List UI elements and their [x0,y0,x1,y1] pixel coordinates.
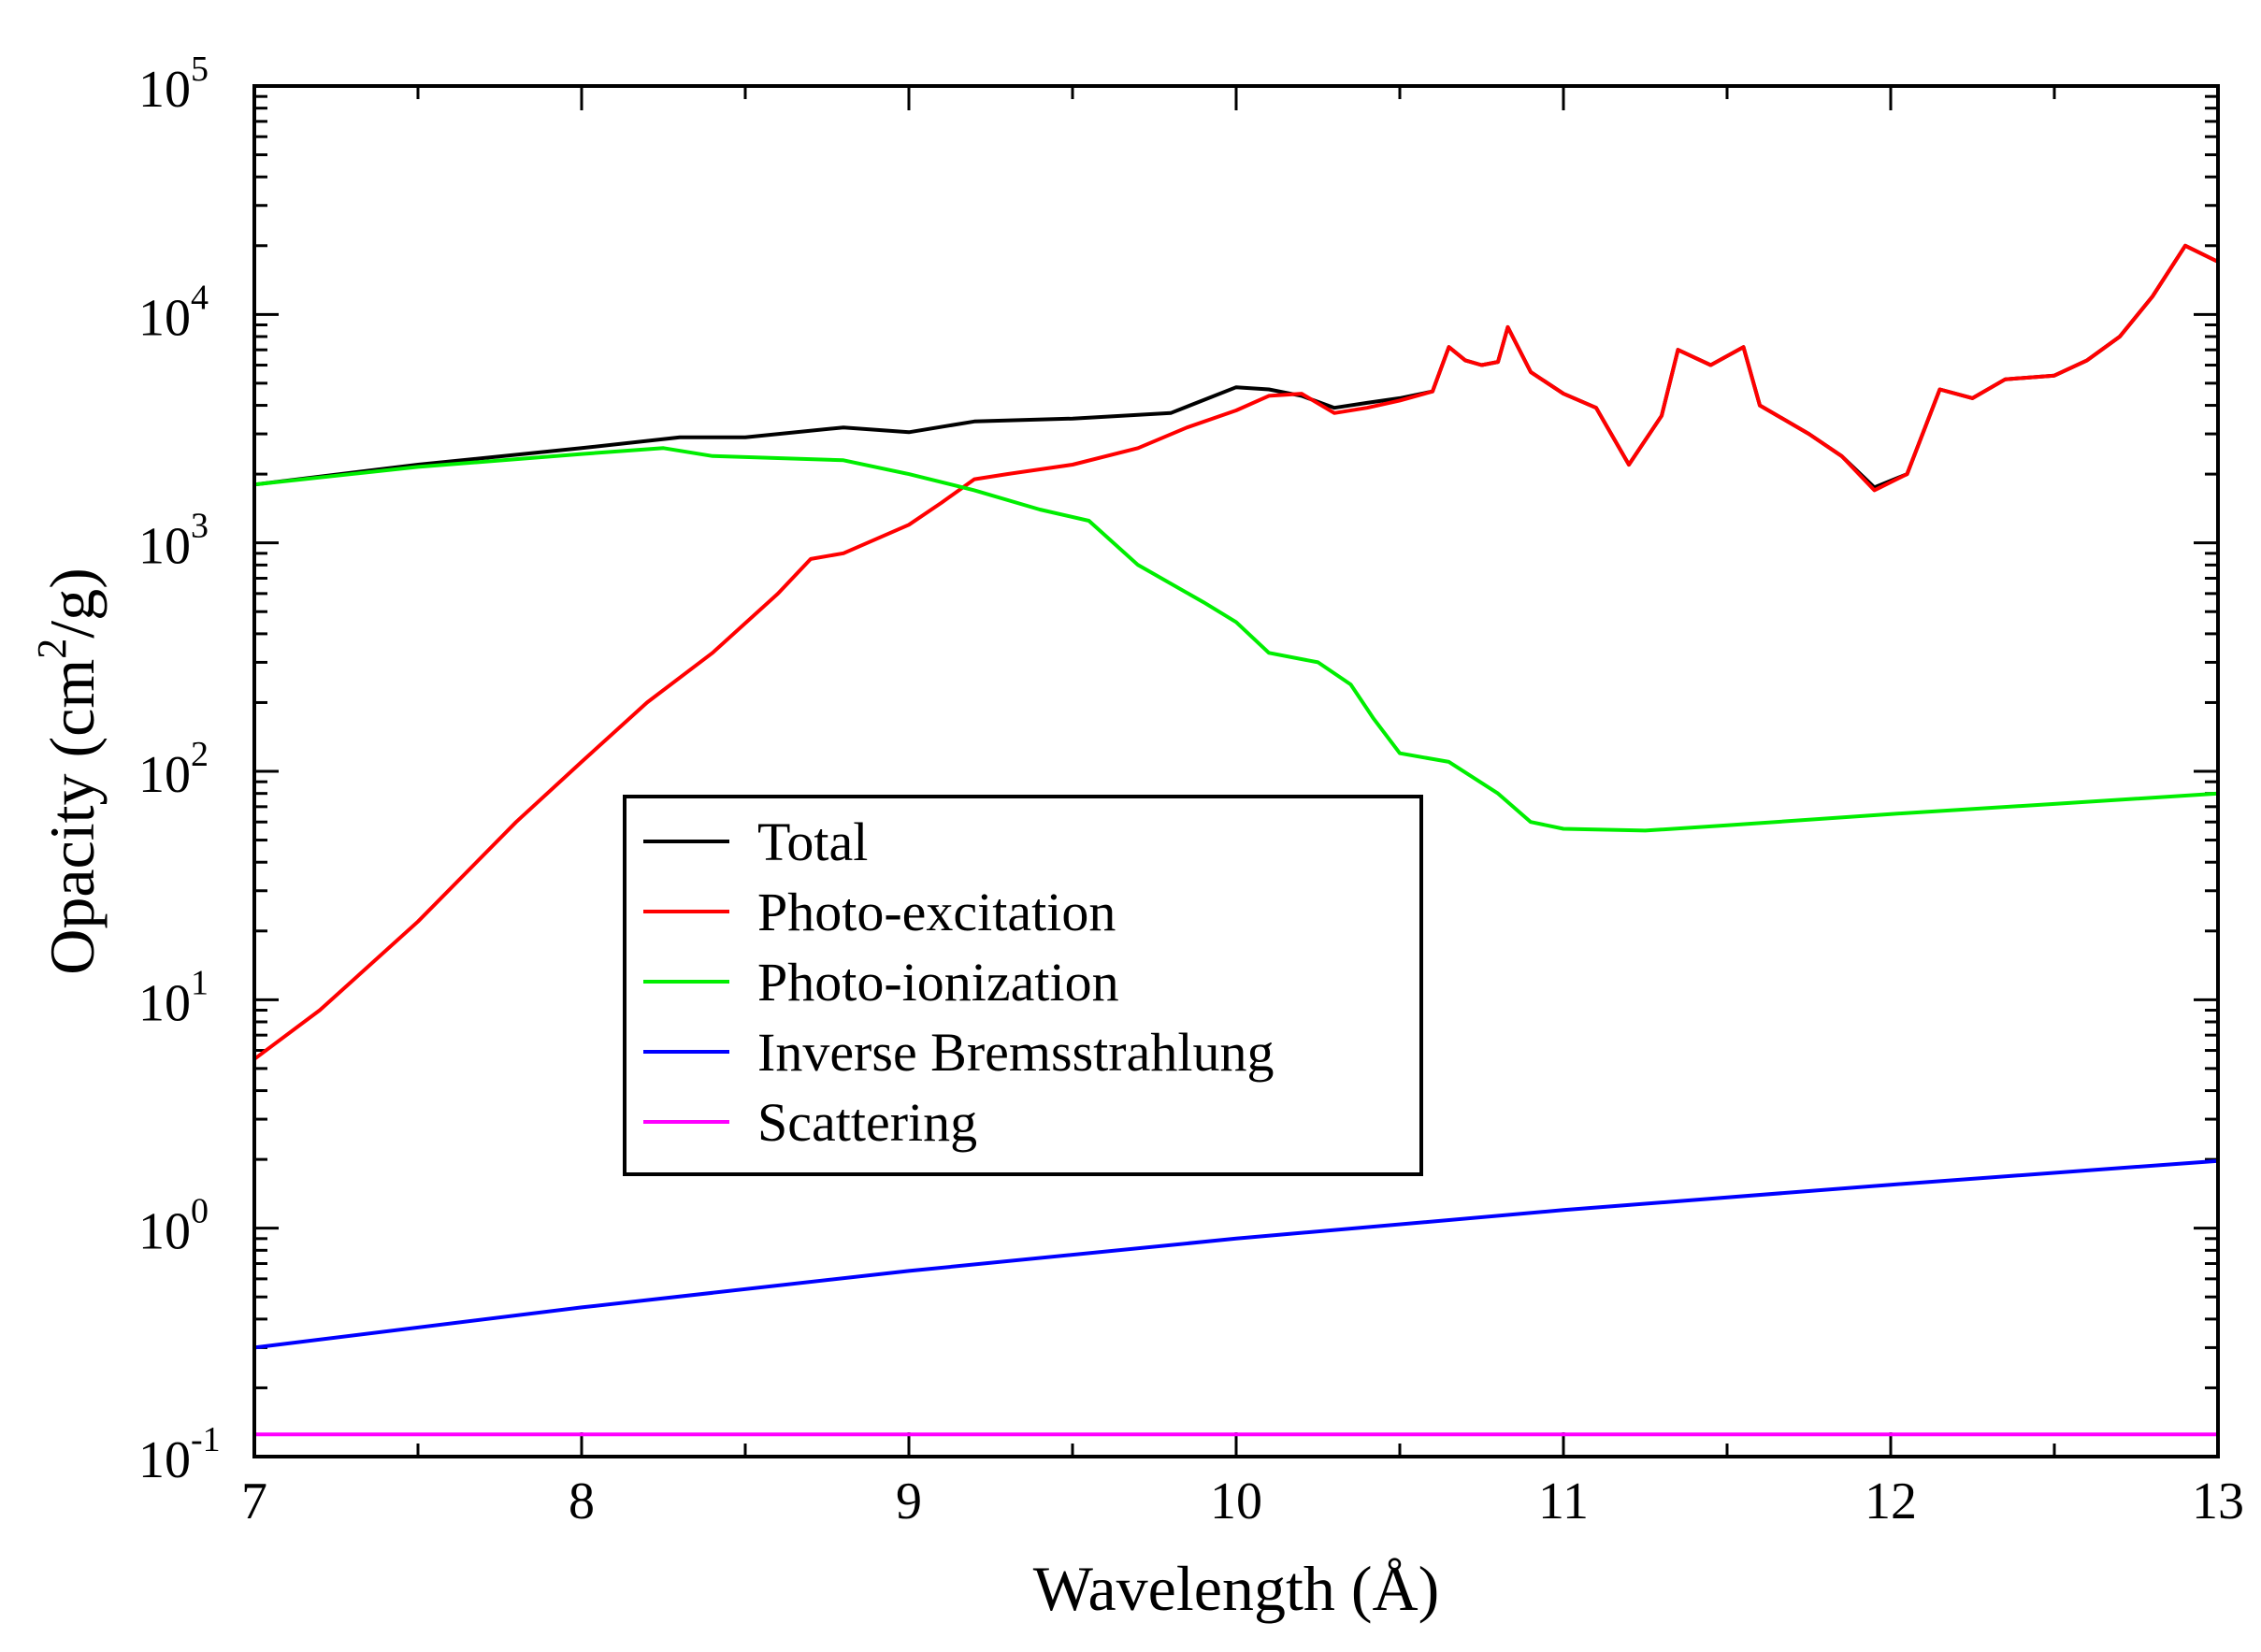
x-tick-label: 10 [1210,1472,1262,1530]
y-tick-exponent: 4 [191,278,209,317]
y-tick-base: 10 [138,746,191,804]
legend-box [623,795,1423,1176]
y-tick-base: 10 [138,61,191,119]
y-tick-exponent: 1 [191,963,209,1002]
y-tick-base: 10 [138,1203,191,1261]
series-line-inverse-bremsstrahlung [253,1158,2219,1350]
legend-label: Scattering [757,1092,977,1153]
tick-marks [252,84,2220,1458]
y-tick-base: 10 [138,289,191,347]
x-axis-label: Wavelength (Å) [1033,1553,1439,1624]
y-tick-exponent: -1 [191,1420,221,1459]
y-tick-label: 103 [138,507,209,576]
x-tick-label: 8 [569,1472,595,1530]
x-tick-label: 7 [241,1472,267,1530]
plot-area [254,86,2218,1457]
y-tick-label: 101 [138,963,209,1032]
series-layer [252,243,2219,1437]
x-tick-label: 11 [1538,1472,1589,1530]
y-tick-label: 105 [138,50,209,119]
x-tick-label: 12 [1865,1472,1917,1530]
y-tick-exponent: 3 [191,507,209,546]
y-tick-base: 10 [138,974,191,1032]
series-line-photo-excitation [252,243,2219,1061]
y-tick-exponent: 0 [191,1192,209,1231]
legend: Total Photo-excitation Photo-ionization Inv… [623,795,1423,1176]
plot-frame [252,84,2220,1458]
y-axis-label-sup: 2 [29,639,75,659]
legend-label: Total [757,812,868,872]
y-tick-exponent: 5 [191,50,209,89]
legend-label: Photo-ionization [757,952,1119,1013]
legend-label: Photo-excitation [757,882,1116,942]
y-tick-label: 100 [138,1192,209,1261]
y-tick-base: 10 [138,1431,191,1489]
legend-items: Total Photo-excitation Photo-ionization Inv… [643,812,1274,1153]
y-tick-label: 102 [138,735,209,804]
y-axis-label-suffix: /g) [36,567,108,639]
y-axis-label: Opacity (cm2/g) [29,567,108,975]
y-axis-label-prefix: Opacity (cm [36,659,108,975]
y-tick-base: 10 [138,518,191,576]
y-tick-exponent: 2 [191,735,209,774]
y-tick-label: 104 [138,278,209,347]
x-tick-label: 9 [896,1472,922,1530]
y-tick-label: 10-1 [138,1420,221,1489]
x-tick-labels: 7 8 9 10 11 12 13 [241,1472,2244,1530]
x-tick-label: 13 [2192,1472,2244,1530]
legend-label: Inverse Bremsstrahlung [757,1022,1274,1083]
series-line-photo-ionization [253,446,2219,833]
